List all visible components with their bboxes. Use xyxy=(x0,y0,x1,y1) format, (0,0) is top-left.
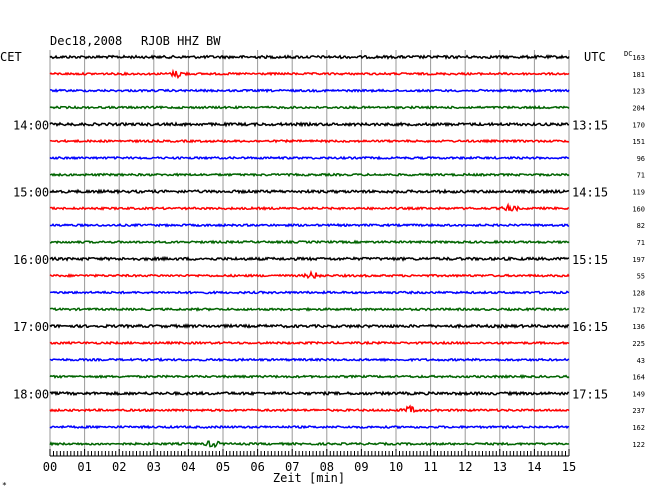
x-tick-label: 15 xyxy=(562,460,576,474)
seismic-trace xyxy=(49,155,570,161)
dc-offset-value: 128 xyxy=(632,289,645,297)
dc-offset-value: 149 xyxy=(632,390,645,398)
trace-group xyxy=(49,54,570,449)
x-tick-label: 02 xyxy=(112,460,126,474)
dc-offset-value: 204 xyxy=(632,104,645,112)
footer-mark: * xyxy=(2,481,7,490)
seismic-trace xyxy=(49,374,570,380)
seismic-trace xyxy=(49,390,570,397)
dc-offset-value: 119 xyxy=(632,189,645,197)
x-tick-label: 01 xyxy=(77,460,91,474)
right-hour-label: 17:15 xyxy=(572,387,608,401)
dc-offset-value: 225 xyxy=(632,340,645,348)
dc-offset-value: 82 xyxy=(637,222,645,230)
left-timezone-label: CET xyxy=(0,50,22,64)
seismic-trace xyxy=(49,172,570,178)
grid-lines xyxy=(49,50,570,456)
dc-offset-value: 181 xyxy=(632,71,645,79)
seismic-trace xyxy=(49,269,570,280)
seismic-trace xyxy=(49,323,570,330)
seismic-trace xyxy=(49,289,570,295)
seismic-trace xyxy=(49,68,570,80)
x-tick-label: 09 xyxy=(354,460,368,474)
dc-offset-value: 123 xyxy=(632,88,645,96)
seismic-trace xyxy=(49,340,570,346)
x-tick-label: 10 xyxy=(389,460,403,474)
seismic-trace xyxy=(49,404,570,413)
right-hour-label: 14:15 xyxy=(572,186,608,200)
x-tick-label: 06 xyxy=(250,460,264,474)
seismic-trace xyxy=(49,188,570,195)
x-tick-label: 14 xyxy=(527,460,541,474)
dc-offset-value: 162 xyxy=(632,424,645,432)
right-timezone-label: UTC xyxy=(584,50,606,64)
seismic-trace xyxy=(49,357,570,363)
x-tick-label: 03 xyxy=(147,460,161,474)
dc-offset-value: 71 xyxy=(637,239,645,247)
dc-offset-value: 170 xyxy=(632,121,645,129)
x-tick-label: 07 xyxy=(285,460,299,474)
x-axis-label: Zeit [min] xyxy=(273,471,345,485)
dc-offset-value: 164 xyxy=(632,374,645,382)
seismic-trace xyxy=(49,222,570,228)
dc-offset-value: 96 xyxy=(637,155,645,163)
seismic-trace xyxy=(49,88,570,94)
seismic-trace xyxy=(49,424,570,430)
x-tick-label: 00 xyxy=(43,460,57,474)
dc-offset-value: 43 xyxy=(637,357,645,365)
side-labels: 14:00 15:00 16:00 17:00 18:00 13:15 14:15 15:15… xyxy=(13,54,645,449)
seismic-trace xyxy=(49,54,570,60)
seismic-trace xyxy=(49,121,570,128)
seismic-trace xyxy=(49,440,570,449)
dc-offset-value: 197 xyxy=(632,256,645,264)
right-hour-label: 15:15 xyxy=(572,253,608,267)
x-tick-label: 13 xyxy=(493,460,507,474)
x-tick-label: 04 xyxy=(181,460,195,474)
x-tick-label: 05 xyxy=(216,460,230,474)
x-tick-label: 12 xyxy=(458,460,472,474)
seismic-trace xyxy=(49,105,570,110)
right-hour-label: 13:15 xyxy=(572,118,608,132)
seismic-trace xyxy=(49,202,570,213)
x-tick-label: 08 xyxy=(320,460,334,474)
left-hour-label: 17:00 xyxy=(13,320,49,334)
dc-offset-value: 55 xyxy=(637,273,645,281)
seismic-trace xyxy=(49,138,570,144)
seismic-trace xyxy=(49,255,570,262)
left-hour-label: 15:00 xyxy=(13,186,49,200)
dc-offset-value: 237 xyxy=(632,407,645,415)
seismic-trace xyxy=(49,306,570,312)
left-hour-label: 16:00 xyxy=(13,253,49,267)
left-hour-label: 18:00 xyxy=(13,387,49,401)
dc-offset-value: 71 xyxy=(637,172,645,180)
dc-offset-value: 122 xyxy=(632,441,645,449)
right-hour-label: 16:15 xyxy=(572,320,608,334)
x-tick-label: 11 xyxy=(423,460,437,474)
dc-offset-value: 151 xyxy=(632,138,645,146)
header-station: RJOB HHZ BW xyxy=(141,34,221,48)
dc-offset-value: 163 xyxy=(632,54,645,62)
header-date: Dec18,2008 xyxy=(50,34,122,48)
dc-offset-value: 136 xyxy=(632,323,645,331)
x-axis: 00 01 02 03 04 05 06 07 08 09 10 11 12 13 14 15 xyxy=(43,449,576,474)
left-hour-label: 14:00 xyxy=(13,118,49,132)
dc-offset-value: 172 xyxy=(632,306,645,314)
dc-header: DC xyxy=(624,50,632,58)
dc-offset-value: 160 xyxy=(632,205,645,213)
seismic-trace xyxy=(49,239,570,245)
